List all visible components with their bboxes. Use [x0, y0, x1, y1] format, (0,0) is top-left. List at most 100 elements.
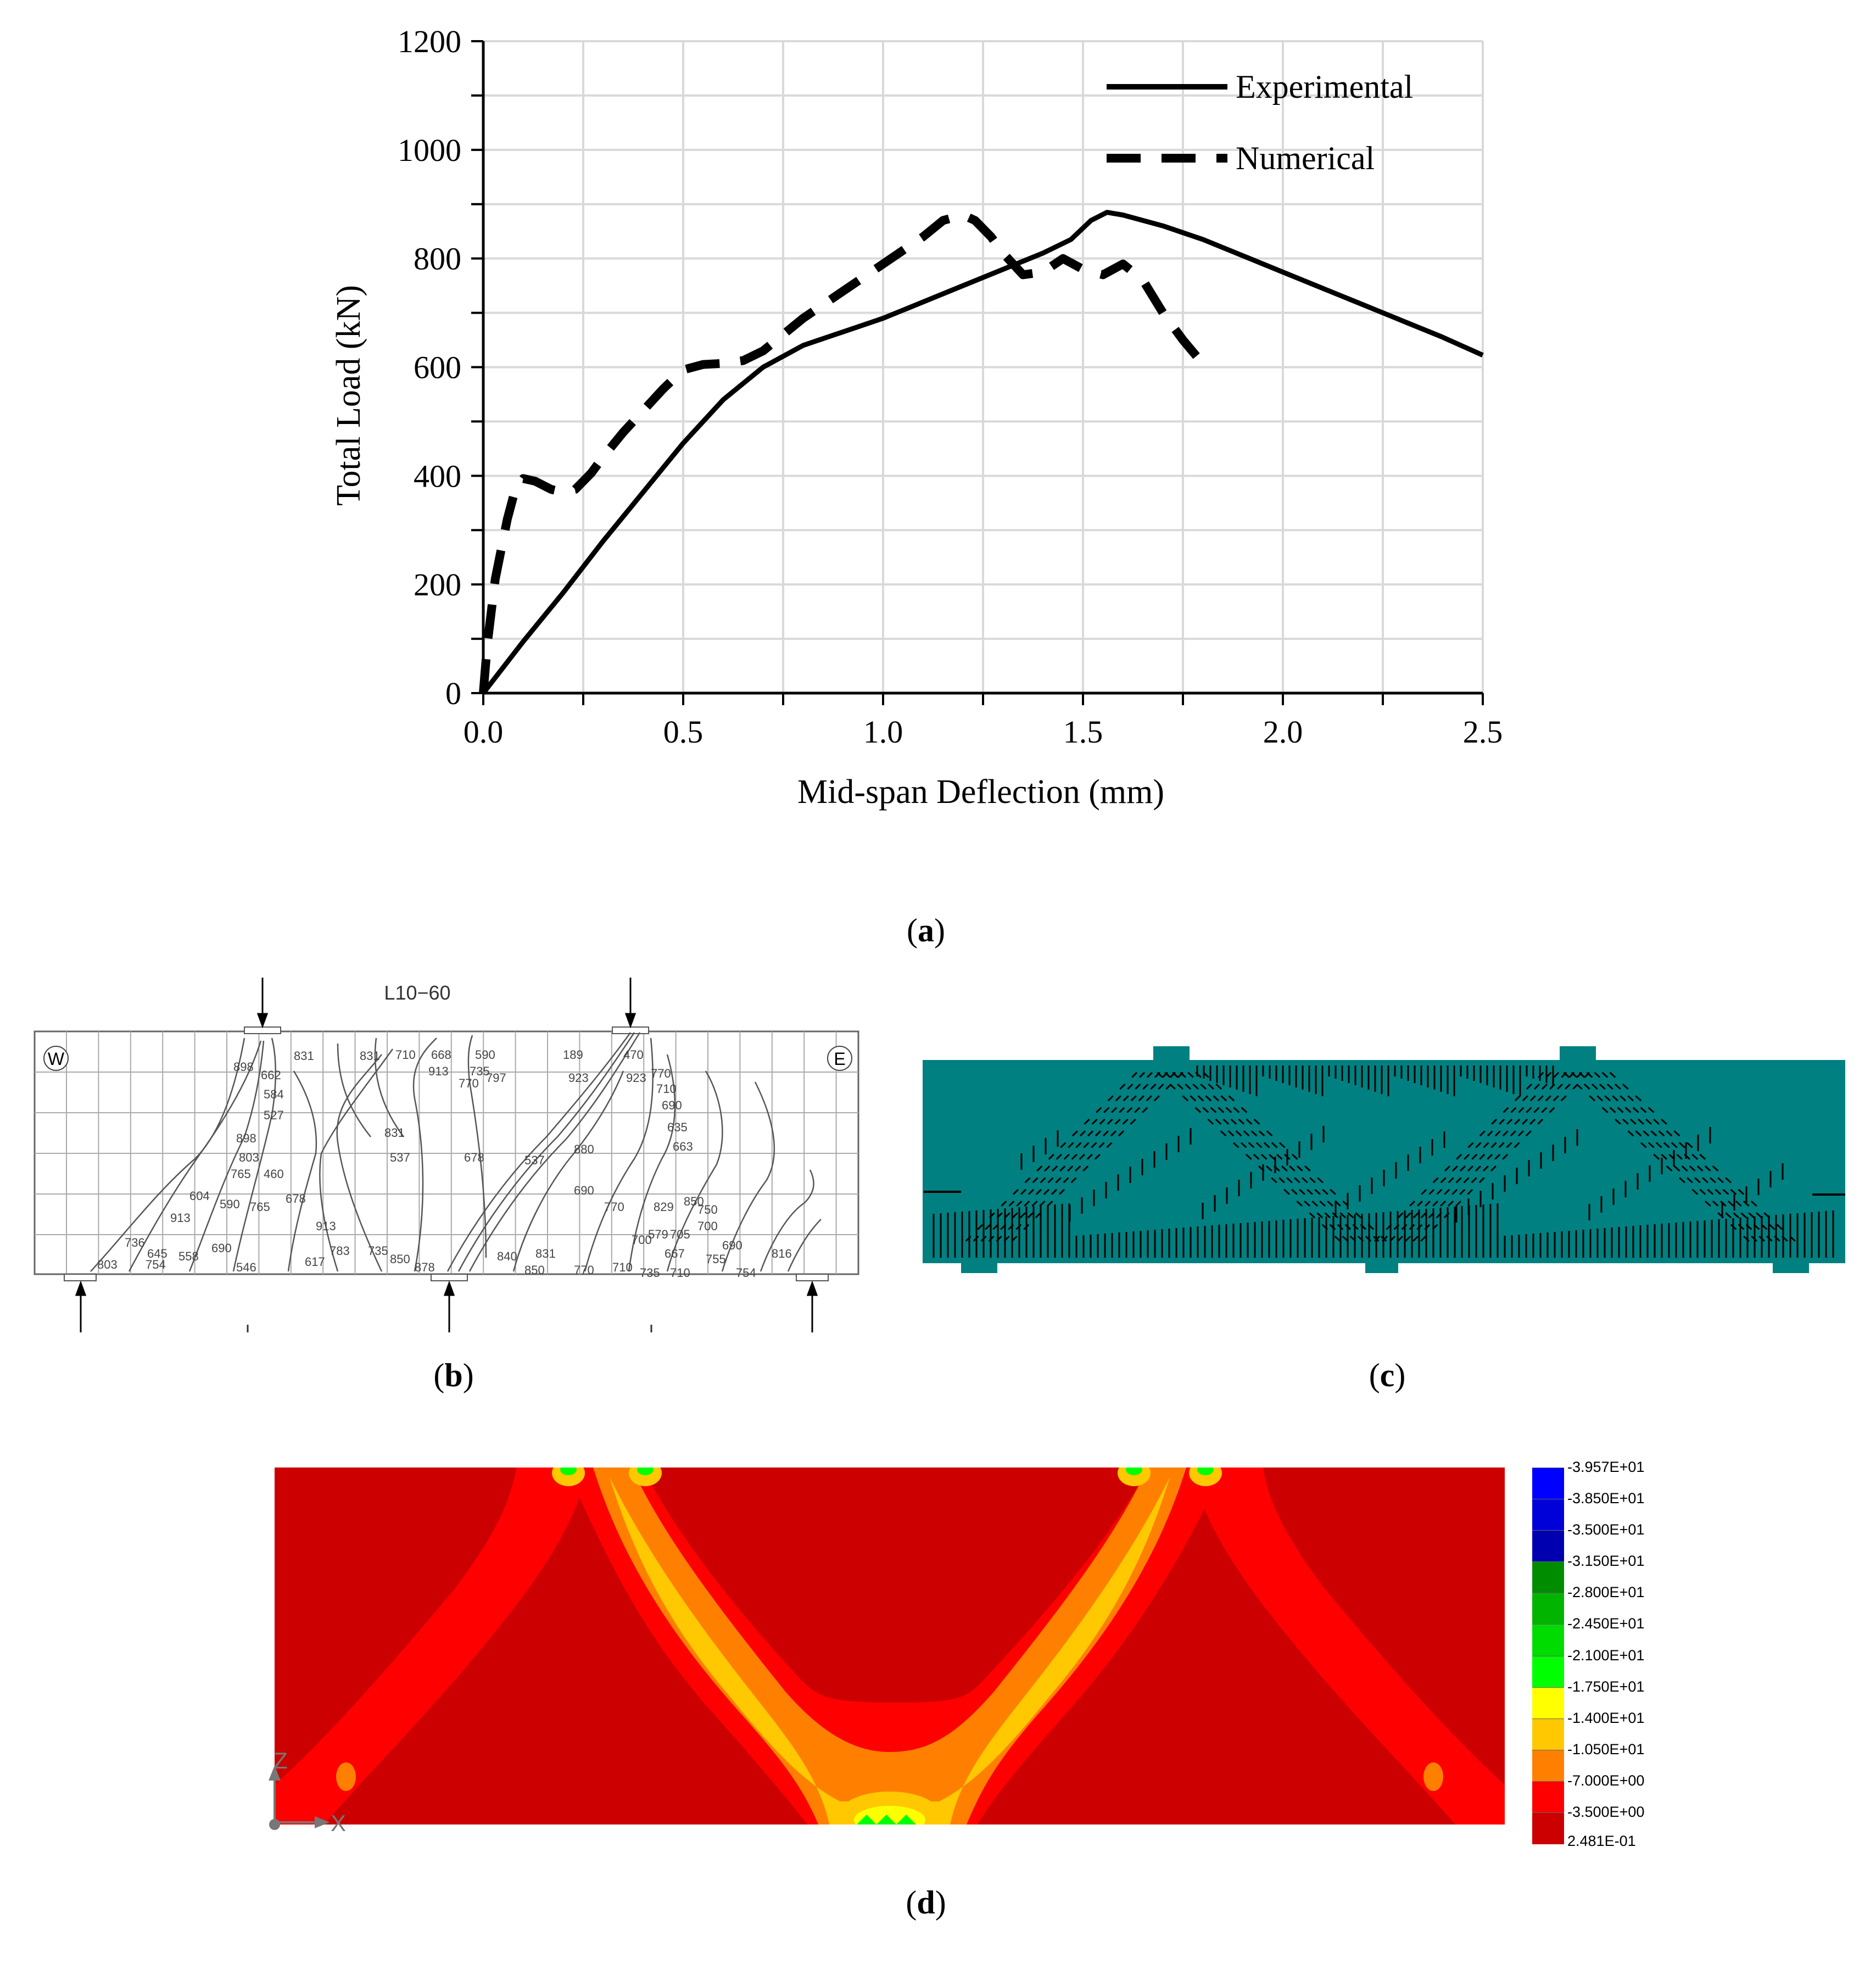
crack-label: 765 — [250, 1200, 270, 1214]
crack-label: 770 — [604, 1200, 624, 1214]
colorbar-label: -2.450E+01 — [1567, 1615, 1645, 1632]
support-plate-left — [64, 1274, 97, 1281]
y-tick-label: 0 — [445, 676, 461, 711]
crack-label: 662 — [261, 1068, 281, 1082]
y-tick-label: 600 — [414, 350, 461, 386]
colorbar-label: -7.000E+00 — [1567, 1772, 1645, 1789]
colorbar-swatch — [1532, 1468, 1564, 1500]
colorbar-label: -2.100E+01 — [1567, 1647, 1645, 1664]
x-tick-label: 0.0 — [464, 714, 504, 750]
crack-label: 829 — [654, 1200, 674, 1214]
crack-label: 913 — [170, 1211, 191, 1225]
crack-label: 700 — [632, 1233, 652, 1247]
colorbar-swatch — [1532, 1561, 1564, 1594]
crack-label: 590 — [475, 1048, 495, 1062]
colorbar-label: 2.481E-01 — [1567, 1833, 1636, 1849]
support-plate-c-mid — [1365, 1262, 1398, 1273]
crack-label: 850 — [684, 1195, 704, 1208]
x-tick-label: 2.5 — [1463, 714, 1503, 750]
top-node-1-green — [560, 1468, 577, 1475]
support-plate-right — [796, 1274, 829, 1281]
colorbar-label: -3.500E+00 — [1567, 1803, 1645, 1820]
crack-label: 735 — [368, 1244, 388, 1258]
west-marker-circle — [43, 1046, 69, 1071]
loading-plate-c-right — [1560, 1046, 1596, 1062]
caption-a-letter: a — [918, 912, 934, 948]
crack-label: 783 — [330, 1244, 350, 1258]
west-marker: W — [48, 1049, 65, 1069]
caption-d: (d) — [906, 1884, 946, 1921]
support-plate-mid — [431, 1274, 468, 1281]
colorbar-swatch — [1532, 1655, 1564, 1688]
crack-label: 803 — [97, 1258, 118, 1271]
crack-label: 579 — [648, 1228, 668, 1241]
x-tick-label: 1.0 — [863, 714, 903, 750]
crack-label: 770 — [574, 1263, 594, 1277]
colorbar-label: -3.850E+01 — [1567, 1490, 1645, 1507]
axis-x-label: X — [331, 1810, 346, 1836]
crack-label: 831 — [535, 1247, 556, 1260]
crack-label: 750 — [697, 1203, 718, 1217]
crack-label: 645 — [147, 1247, 168, 1260]
colorbar-label: -1.050E+01 — [1567, 1740, 1645, 1757]
crack-lines — [90, 1032, 822, 1272]
caption-c-letter: c — [1380, 1357, 1395, 1393]
crack-label: 690 — [722, 1238, 742, 1252]
caption-b: (b) — [433, 1357, 474, 1393]
series-line-experimental — [481, 210, 1484, 695]
crack-label: 470 — [623, 1048, 644, 1062]
caption-c: (c) — [1369, 1357, 1406, 1393]
crack-label: 700 — [697, 1219, 718, 1233]
crack-label: 710 — [670, 1266, 690, 1280]
y-tick-label: 1200 — [398, 24, 461, 59]
axis-triad — [269, 1765, 330, 1830]
colorbar-label: -3.150E+01 — [1567, 1553, 1645, 1570]
crack-label: 803 — [239, 1151, 259, 1164]
colorbar-swatch — [1532, 1530, 1564, 1563]
crack-label: 527 — [264, 1108, 284, 1122]
legend-label-numerical: Numerical — [1236, 140, 1375, 176]
y-tick-label: 1000 — [398, 132, 461, 168]
loading-plate-c-left — [1153, 1046, 1190, 1062]
crack-label: 663 — [673, 1140, 693, 1153]
crack-label: 705 — [670, 1228, 690, 1241]
top-node-4 — [1189, 1468, 1222, 1486]
crack-label: 880 — [574, 1142, 594, 1156]
crack-label: 690 — [662, 1098, 682, 1112]
axis-z-label: Z — [273, 1748, 288, 1773]
numerical-crack-figure — [923, 1046, 1845, 1273]
y-axis-label: Total Load (kN) — [330, 285, 367, 506]
crack-label: 617 — [305, 1255, 325, 1269]
crack-label: 189 — [563, 1048, 583, 1062]
specimen-title: L10−60 — [384, 981, 450, 1004]
crack-pattern-figure: L10−60 W E — [34, 978, 859, 1332]
y-tick-label: 200 — [414, 567, 461, 602]
colorbar-swatch — [1532, 1812, 1564, 1844]
colorbar-label: -3.500E+01 — [1567, 1521, 1645, 1538]
crack-label: 590 — [220, 1197, 240, 1211]
strut-band-right-outer — [1192, 1468, 1505, 1824]
crack-label: 765 — [231, 1167, 251, 1181]
crack-label: 878 — [415, 1260, 435, 1274]
crack-label: 460 — [264, 1167, 284, 1181]
crack-label: 710 — [656, 1082, 677, 1096]
crack-label: 690 — [211, 1241, 232, 1255]
east-marker-circle — [827, 1046, 852, 1071]
crack-label: 546 — [236, 1260, 256, 1274]
crack-label: 635 — [667, 1120, 688, 1134]
colorbar-swatch — [1532, 1593, 1564, 1625]
crack-label: 913 — [428, 1064, 449, 1078]
crack-label: 850 — [390, 1252, 410, 1266]
colorbar-label: -1.750E+01 — [1567, 1678, 1645, 1695]
y-tick-label: 800 — [414, 241, 461, 277]
crack-label: 831 — [294, 1049, 314, 1063]
top-node-3-green — [1126, 1468, 1142, 1475]
caption-d-letter: d — [917, 1884, 935, 1921]
crack-label: 770 — [459, 1076, 479, 1090]
support-spot-left — [336, 1762, 356, 1791]
crack-label: 840 — [497, 1249, 517, 1263]
crack-label: 816 — [772, 1247, 792, 1260]
x-tick-label: 2.0 — [1263, 714, 1303, 750]
colorbar-swatch — [1532, 1624, 1564, 1656]
